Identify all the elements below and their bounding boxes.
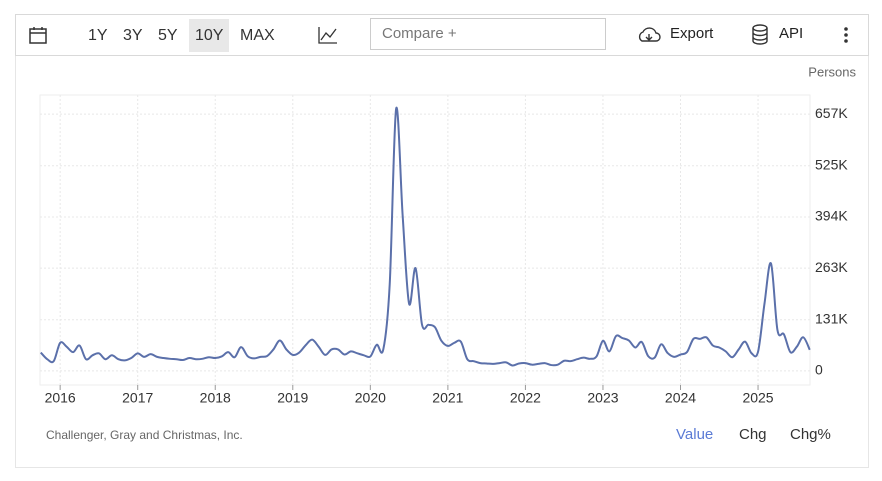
x-tick-label: 2023 xyxy=(587,390,618,406)
tab-button[interactable]: Chg xyxy=(739,426,767,443)
export-button[interactable]: Export xyxy=(670,25,714,42)
more-icon[interactable] xyxy=(842,25,850,45)
range-button[interactable]: 5Y xyxy=(158,27,178,44)
range-button[interactable]: 10Y xyxy=(189,19,230,52)
range-button[interactable]: 3Y xyxy=(123,27,143,44)
source: Challenger, Gray and Christmas, Inc. xyxy=(46,428,243,442)
x-tick-label: 2022 xyxy=(510,390,541,406)
chart-type-icon[interactable] xyxy=(317,25,339,45)
api-icon[interactable] xyxy=(750,24,770,46)
api-button[interactable]: API xyxy=(779,25,804,42)
tab-button[interactable]: Value xyxy=(676,426,714,443)
range-button[interactable]: 1Y xyxy=(88,27,108,44)
data-line xyxy=(40,106,811,367)
y-tick-label: 263K xyxy=(815,259,848,275)
y-tick-label: 394K xyxy=(815,208,848,224)
export-icon[interactable] xyxy=(636,25,662,45)
toolbar: 1Y 3Y 5Y 10Y MAX Compare + Export API xyxy=(15,14,869,56)
x-tick-label: 2025 xyxy=(742,390,773,406)
unit-label: Persons xyxy=(808,64,856,79)
y-tick-label: 657K xyxy=(815,105,848,121)
y-tick-label: 525K xyxy=(815,156,848,172)
tab-button[interactable]: Chg% xyxy=(790,426,831,443)
range-button[interactable]: MAX xyxy=(240,27,275,44)
y-tick-label: 0 xyxy=(815,362,823,378)
x-tick-label: 2019 xyxy=(277,390,308,406)
x-tick-label: 2024 xyxy=(665,390,696,406)
x-tick-label: 2018 xyxy=(200,390,231,406)
x-tick-label: 2016 xyxy=(45,390,76,406)
y-tick-label: 131K xyxy=(815,310,848,326)
compare-input[interactable]: Compare + xyxy=(370,18,606,50)
plot-area xyxy=(39,94,811,386)
x-tick-label: 2020 xyxy=(355,390,386,406)
x-tick-label: 2021 xyxy=(432,390,463,406)
calendar-icon[interactable] xyxy=(28,25,48,45)
x-tick-label: 2017 xyxy=(122,390,153,406)
